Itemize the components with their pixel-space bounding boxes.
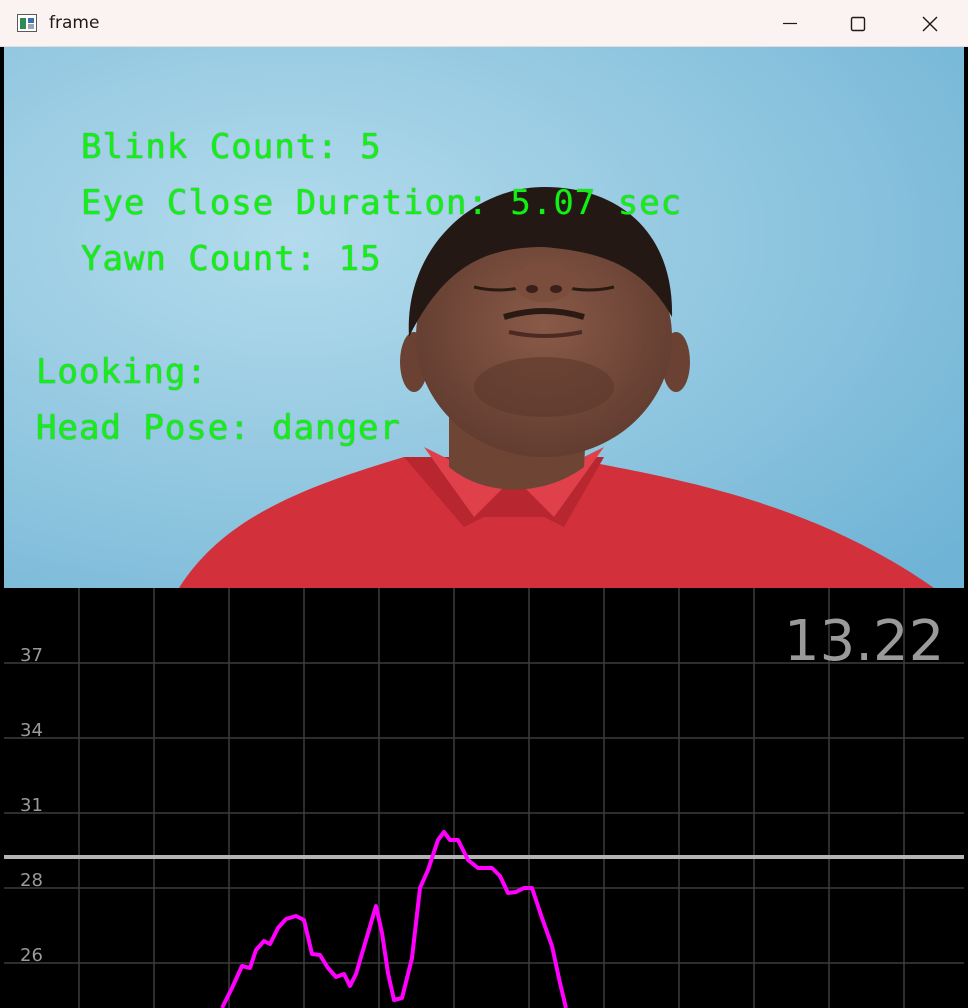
head-pose-label: Head Pose: danger [36, 408, 401, 448]
maximize-button[interactable] [824, 0, 892, 46]
close-button[interactable] [896, 0, 964, 46]
window-title: frame [49, 13, 100, 33]
person-image [4, 47, 964, 588]
minimize-icon [783, 22, 797, 25]
eye-close-duration-label: Eye Close Duration: 5.07 sec [81, 183, 683, 223]
y-tick-label: 28 [20, 870, 43, 891]
window-titlebar[interactable]: frame [0, 0, 968, 47]
current-value: 13.22 [784, 609, 944, 674]
app-icon [17, 14, 37, 32]
camera-feed: Blink Count: 5 Eye Close Duration: 5.07 … [4, 47, 964, 588]
yawn-count-label: Yawn Count: 15 [81, 239, 382, 279]
close-icon [922, 16, 938, 32]
y-tick-label: 37 [20, 645, 43, 666]
graph-canvas: 37 34 31 28 26 13.22 [4, 588, 964, 1008]
y-tick-label: 26 [20, 945, 43, 966]
minimize-button[interactable] [756, 0, 824, 46]
looking-label: Looking: [36, 352, 208, 392]
y-tick-label: 31 [20, 795, 43, 816]
y-tick-label: 34 [20, 720, 43, 741]
maximize-icon [850, 16, 866, 32]
blink-count-label: Blink Count: 5 [81, 127, 382, 167]
frame-canvas: Blink Count: 5 Eye Close Duration: 5.07 … [4, 47, 964, 1008]
signal-graph: 37 34 31 28 26 13.22 [4, 588, 964, 1008]
signal-line [220, 830, 568, 1008]
